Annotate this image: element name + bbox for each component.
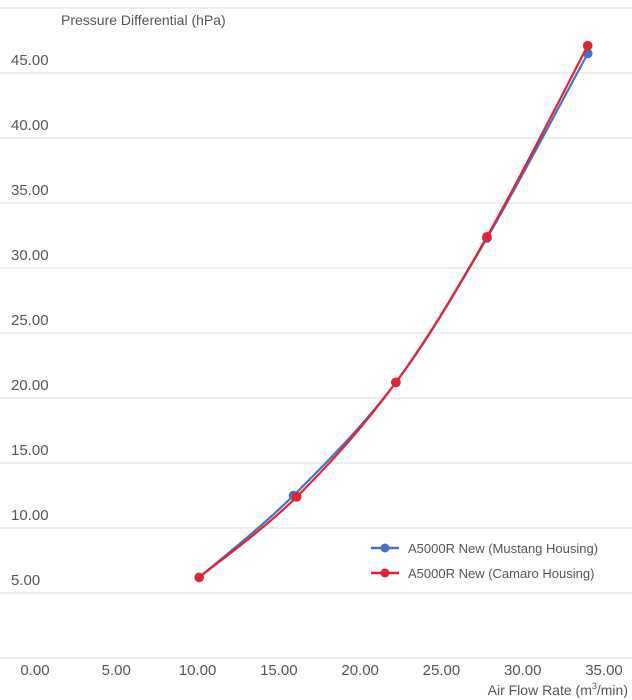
legend: A5000R New (Mustang Housing) A5000R New … xyxy=(371,541,598,581)
y-axis-ticks: 5.00 10.00 15.00 20.00 25.00 30.00 35.00 40.00 4… xyxy=(11,0,49,589)
x-axis-title-tail: /min) xyxy=(597,682,628,698)
x-tick-label: 15.00 xyxy=(260,662,298,679)
x-tick-label: 10.00 xyxy=(179,662,217,679)
series-camaro xyxy=(194,40,593,583)
legend-swatch-marker-camaro xyxy=(380,568,390,578)
y-tick-label: 25.00 xyxy=(11,312,49,329)
x-axis-ticks: 0.00 5.00 10.00 15.00 20.00 25.00 30.00 35.00 xyxy=(20,662,622,679)
y-tick-label: 10.00 xyxy=(11,507,49,524)
x-axis-title: Air Flow Rate (m3/min) xyxy=(488,681,628,698)
data-point[interactable] xyxy=(194,572,204,583)
legend-label-camaro: A5000R New (Camaro Housing) xyxy=(408,566,594,581)
x-tick-label: 25.00 xyxy=(423,662,461,679)
y-tick-label: 15.00 xyxy=(11,442,49,459)
y-tick-label: 40.00 xyxy=(11,117,49,134)
x-tick-label: 30.00 xyxy=(504,662,542,679)
data-point[interactable] xyxy=(291,492,302,502)
series-line xyxy=(198,52,589,579)
gridlines xyxy=(0,7,632,659)
series-line xyxy=(198,45,589,579)
x-tick-label: 35.00 xyxy=(585,662,623,679)
series-mustang xyxy=(194,48,593,583)
x-axis-title-main: Air Flow Rate (m xyxy=(488,682,592,698)
x-tick-label: 0.00 xyxy=(20,662,49,679)
legend-item-mustang[interactable]: A5000R New (Mustang Housing) xyxy=(371,541,598,556)
y-tick-label: 30.00 xyxy=(11,247,49,264)
data-point[interactable] xyxy=(482,232,492,242)
y-tick-label: 35.00 xyxy=(11,182,49,199)
x-tick-label: 20.00 xyxy=(341,662,379,679)
legend-item-camaro[interactable]: A5000R New (Camaro Housing) xyxy=(371,566,594,581)
x-axis-title-sup: 3 xyxy=(592,681,597,691)
legend-label-mustang: A5000R New (Mustang Housing) xyxy=(408,541,598,556)
x-tick-label: 5.00 xyxy=(102,662,131,679)
data-point[interactable] xyxy=(582,40,593,51)
data-point[interactable] xyxy=(391,377,401,388)
y-axis-title: Pressure Differential (hPa) xyxy=(61,12,226,28)
series-group xyxy=(194,40,593,583)
y-tick-label: 5.00 xyxy=(11,572,40,589)
legend-swatch-marker-mustang xyxy=(380,543,390,553)
y-tick-label: 45.00 xyxy=(11,52,49,69)
y-tick-label: 50.00 xyxy=(11,0,49,4)
y-tick-label: 20.00 xyxy=(11,377,49,394)
